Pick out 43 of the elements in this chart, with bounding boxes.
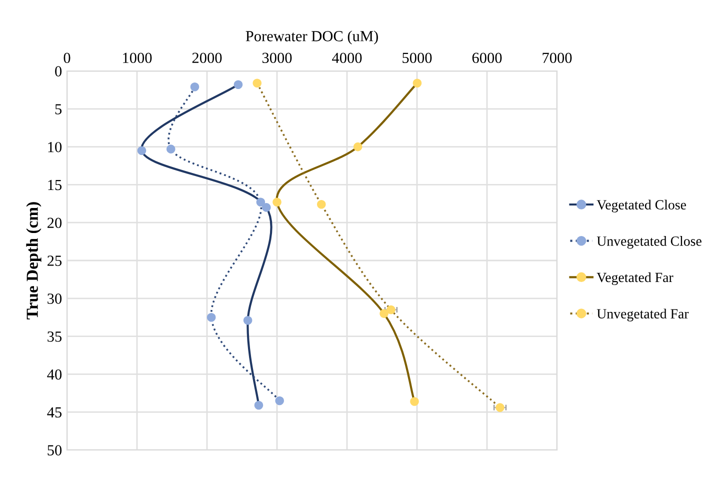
- x-tick-label: 0: [64, 52, 70, 64]
- point: [262, 203, 271, 212]
- y-tick-label: 50: [48, 445, 62, 456]
- y-tick-label: 0: [55, 66, 62, 76]
- point: [254, 400, 264, 410]
- point: [275, 396, 284, 406]
- point: [206, 312, 216, 322]
- legend-label: Vegetated Close: [596, 200, 686, 212]
- legend-label: Unvegetated Far: [596, 308, 689, 322]
- y-tick-label: 30: [48, 294, 62, 304]
- point: [243, 316, 252, 325]
- x-tick-label: 2000: [192, 52, 222, 64]
- legend-label: Vegetated Far: [596, 272, 674, 286]
- point: [412, 78, 422, 88]
- x-tick-label: 7000: [542, 52, 572, 64]
- point: [256, 198, 266, 207]
- point: [272, 198, 282, 207]
- point: [137, 146, 146, 155]
- point: [386, 305, 396, 314]
- y-tick-label: 45: [47, 407, 62, 418]
- y-tick-label: 25: [48, 256, 62, 266]
- x-tick-label: 5000: [402, 52, 432, 64]
- x-tick-label: 3000: [262, 52, 292, 64]
- point: [353, 142, 362, 152]
- point: [166, 144, 176, 154]
- point: [190, 82, 200, 92]
- y-tick-label: 40: [47, 369, 62, 380]
- y-tick-label: 20: [48, 218, 62, 228]
- point: [252, 78, 262, 88]
- legend-label: Unvegetated Close: [596, 236, 702, 249]
- y-tick-label: 10: [48, 142, 62, 152]
- y-tick-label: 35: [48, 331, 62, 342]
- y-axis-title: True Depth (cm): [26, 202, 42, 320]
- x-axis-title: Porewater DOC (uM): [246, 30, 378, 44]
- x-tick-label: 1000: [123, 52, 152, 64]
- y-tick-label: 5: [55, 104, 62, 114]
- y-tick-label: 15: [48, 180, 62, 190]
- point: [410, 397, 419, 406]
- x-tick-label: 4000: [332, 52, 362, 64]
- point: [316, 200, 326, 209]
- point: [496, 403, 504, 412]
- x-tick-label: 6000: [472, 52, 502, 64]
- point: [234, 80, 243, 90]
